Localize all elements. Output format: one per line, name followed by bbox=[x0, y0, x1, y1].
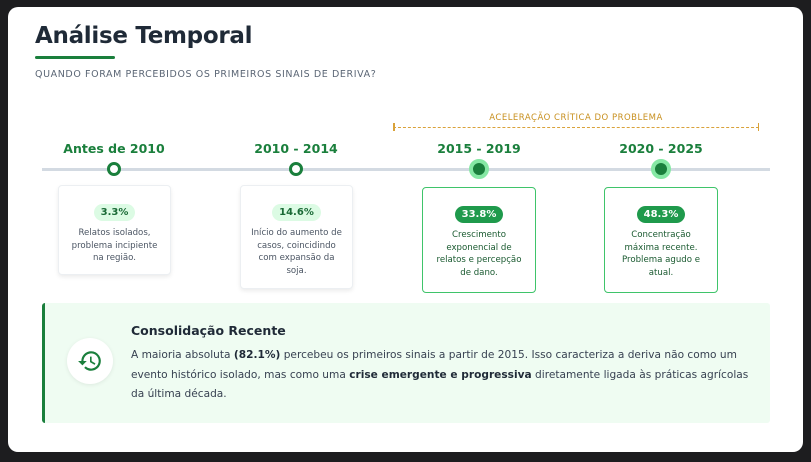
timeline-description: Relatos isolados, problema incipiente na… bbox=[71, 228, 158, 263]
acceleration-label: ACELERAÇÃO CRÍTICA DO PROBLEMA bbox=[489, 113, 663, 123]
timeline-card-highlight: 48.3% Concentração máxima recente. Probl… bbox=[604, 187, 718, 293]
timeline-card: 14.6% Início do aumento de casos, coinci… bbox=[240, 185, 353, 289]
timeline-node bbox=[107, 162, 121, 176]
callout-title: Consolidação Recente bbox=[131, 323, 286, 338]
text-part: diretamente ligada às práticas agrícolas… bbox=[131, 368, 749, 401]
highlight-percentage: (82.1%) bbox=[233, 349, 281, 361]
percentage-badge: 33.8% bbox=[454, 206, 504, 223]
text-part: percebeu os primeiros sinais a partir de… bbox=[131, 349, 737, 381]
percentage-badge: 48.3% bbox=[636, 206, 686, 223]
consolidation-callout: Consolidação Recente A maioria absoluta … bbox=[42, 303, 770, 423]
highlight-phrase: crise emergente e progressiva bbox=[349, 368, 532, 381]
period-label: 2015 - 2019 bbox=[437, 141, 521, 156]
percentage-badge: 14.6% bbox=[272, 204, 321, 221]
timeline-description: Concentração máxima recente. Problema ag… bbox=[621, 230, 701, 278]
page-title: Análise Temporal bbox=[35, 23, 253, 49]
period-label: Antes de 2010 bbox=[63, 141, 165, 156]
period-label: 2020 - 2025 bbox=[619, 141, 703, 156]
percentage-badge: 3.3% bbox=[93, 204, 136, 221]
timeline-node-highlight bbox=[469, 159, 489, 179]
timeline-card-highlight: 33.8% Crescimento exponencial de relatos… bbox=[422, 187, 536, 293]
page-subtitle: QUANDO FORAM PERCEBIDOS OS PRIMEIROS SIN… bbox=[35, 69, 377, 80]
text-part: A maioria absoluta bbox=[131, 349, 234, 361]
timeline-axis bbox=[42, 168, 770, 171]
history-icon bbox=[67, 338, 113, 384]
timeline-description: Início do aumento de casos, coincidindo … bbox=[251, 228, 342, 276]
temporal-analysis-card: Análise Temporal QUANDO FORAM PERCEBIDOS… bbox=[8, 7, 803, 452]
timeline-node bbox=[289, 162, 303, 176]
period-label: 2010 - 2014 bbox=[254, 141, 338, 156]
timeline-description: Crescimento exponencial de relatos e per… bbox=[436, 230, 522, 278]
callout-text: A maioria absoluta (82.1%) percebeu os p… bbox=[131, 346, 761, 405]
acceleration-bracket bbox=[393, 123, 759, 133]
title-underline bbox=[35, 56, 115, 59]
timeline-card: 3.3% Relatos isolados, problema incipien… bbox=[58, 185, 171, 275]
timeline-node-highlight bbox=[651, 159, 671, 179]
